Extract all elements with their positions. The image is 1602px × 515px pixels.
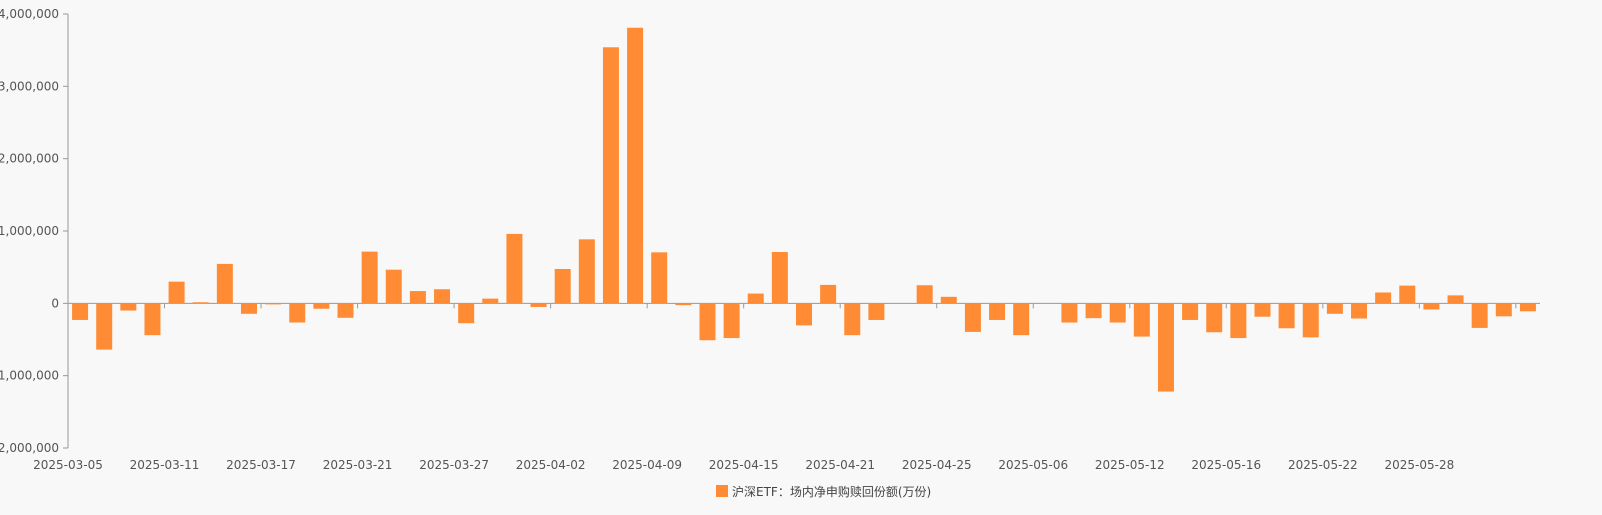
bar[interactable] bbox=[796, 303, 812, 326]
bar[interactable] bbox=[1278, 303, 1295, 329]
bar[interactable] bbox=[602, 47, 619, 304]
bar[interactable] bbox=[964, 303, 981, 332]
bar[interactable] bbox=[144, 303, 161, 336]
bar[interactable] bbox=[265, 303, 282, 305]
y-tick-label: 2,000,000 bbox=[0, 152, 59, 166]
bar[interactable] bbox=[771, 251, 788, 304]
x-tick-label: 2025-04-25 bbox=[902, 458, 972, 472]
legend[interactable]: 沪深ETF：场内净申购赎回份额(万份) bbox=[716, 484, 931, 499]
bar[interactable] bbox=[1230, 303, 1247, 339]
bar[interactable] bbox=[289, 303, 306, 323]
x-tick-label: 2025-05-06 bbox=[998, 458, 1068, 472]
bar[interactable] bbox=[940, 296, 957, 304]
x-tick-label: 2025-05-16 bbox=[1191, 458, 1261, 472]
bar[interactable] bbox=[361, 251, 378, 304]
legend-swatch bbox=[716, 485, 728, 497]
bar[interactable] bbox=[120, 303, 137, 311]
y-tick-label: -2,000,000 bbox=[0, 441, 59, 455]
bar[interactable] bbox=[506, 233, 523, 304]
x-tick-label: 2025-04-21 bbox=[805, 458, 875, 472]
bar[interactable] bbox=[1423, 303, 1440, 310]
y-tick-label: 1,000,000 bbox=[0, 224, 59, 238]
bar[interactable] bbox=[1351, 303, 1368, 319]
x-tick-label: 2025-03-11 bbox=[130, 458, 200, 472]
bar[interactable] bbox=[72, 303, 89, 320]
bar[interactable] bbox=[916, 285, 933, 304]
bar[interactable] bbox=[675, 303, 692, 306]
x-axis: 2025-03-05 2025-03-11 2025-03-17 2025-03-21… bbox=[33, 302, 1540, 472]
bar[interactable] bbox=[1157, 303, 1174, 392]
bar[interactable] bbox=[1447, 295, 1464, 304]
bar[interactable] bbox=[1471, 303, 1488, 328]
bar[interactable] bbox=[385, 269, 402, 304]
x-tick-label: 2025-03-17 bbox=[226, 458, 296, 472]
bar[interactable] bbox=[723, 303, 740, 339]
bar[interactable] bbox=[651, 252, 668, 304]
bar[interactable] bbox=[1013, 303, 1030, 336]
bar[interactable] bbox=[1519, 303, 1536, 312]
bar[interactable] bbox=[699, 303, 716, 341]
bar[interactable] bbox=[192, 302, 209, 304]
bar[interactable] bbox=[1302, 303, 1319, 338]
bar[interactable] bbox=[458, 303, 475, 324]
bar[interactable] bbox=[1182, 303, 1199, 320]
bar[interactable] bbox=[989, 303, 1006, 320]
bar[interactable] bbox=[627, 27, 644, 304]
legend-label: 沪深ETF：场内净申购赎回份额(万份) bbox=[732, 484, 931, 499]
x-tick-label: 2025-03-05 bbox=[33, 458, 103, 472]
bar[interactable] bbox=[337, 303, 354, 318]
bar[interactable] bbox=[168, 281, 185, 304]
bar[interactable] bbox=[1109, 303, 1126, 323]
y-tick-label: -1,000,000 bbox=[0, 369, 59, 383]
x-tick-label: 2025-03-27 bbox=[419, 458, 489, 472]
x-tick-label: 2025-04-09 bbox=[612, 458, 682, 472]
bar[interactable] bbox=[844, 303, 861, 336]
y-axis: 4,000,000 3,000,000 2,000,000 1,000,000 0 -1,… bbox=[0, 7, 69, 455]
y-tick-label: 3,000,000 bbox=[0, 79, 59, 93]
y-tick-label: 0 bbox=[51, 296, 59, 310]
bar[interactable] bbox=[1206, 303, 1223, 333]
bar[interactable] bbox=[530, 303, 547, 307]
x-tick-label: 2025-05-12 bbox=[1095, 458, 1165, 472]
bar[interactable] bbox=[1085, 303, 1102, 319]
bar[interactable] bbox=[578, 239, 595, 304]
bar[interactable] bbox=[820, 284, 837, 304]
bar[interactable] bbox=[1495, 303, 1512, 317]
x-tick-label: 2025-05-22 bbox=[1288, 458, 1358, 472]
bar[interactable] bbox=[1375, 292, 1392, 304]
bar[interactable] bbox=[482, 298, 499, 304]
x-tick-label: 2025-04-02 bbox=[516, 458, 586, 472]
bar[interactable] bbox=[96, 303, 113, 350]
x-tick-label: 2025-04-15 bbox=[709, 458, 779, 472]
y-tick-label: 4,000,000 bbox=[0, 7, 59, 21]
bar[interactable] bbox=[240, 303, 257, 314]
bar[interactable] bbox=[313, 303, 330, 309]
bar-series bbox=[72, 27, 1536, 392]
bar[interactable] bbox=[434, 289, 451, 304]
x-tick-label: 2025-03-21 bbox=[323, 458, 393, 472]
bar[interactable] bbox=[747, 293, 764, 304]
bar[interactable] bbox=[1399, 285, 1416, 304]
bar[interactable] bbox=[554, 268, 571, 304]
bar[interactable] bbox=[409, 291, 426, 304]
bar[interactable] bbox=[216, 263, 233, 304]
x-tick-label: 2025-05-28 bbox=[1384, 458, 1454, 472]
bar[interactable] bbox=[1254, 303, 1271, 317]
bar[interactable] bbox=[868, 303, 885, 320]
bar[interactable] bbox=[1326, 303, 1343, 314]
bar[interactable] bbox=[1061, 303, 1078, 323]
bar[interactable] bbox=[1133, 303, 1150, 337]
